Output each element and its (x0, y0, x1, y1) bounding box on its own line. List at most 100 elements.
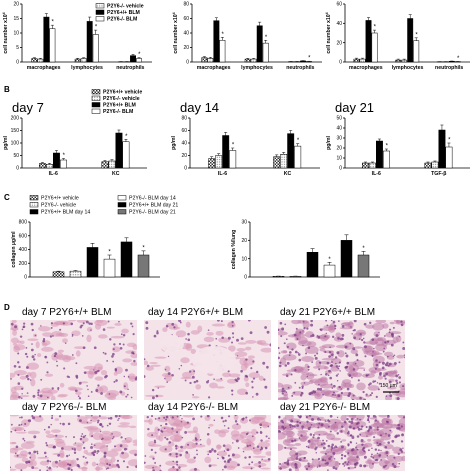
y-tick-label: 20 (13, 2, 19, 8)
bar (74, 58, 81, 63)
y-tick-label: 15 (13, 16, 19, 22)
histology-label-4: day 7 P2Y6-/- BLM (22, 402, 107, 413)
bar (37, 58, 44, 63)
y-axis-label: collagen µg/ml (11, 231, 17, 268)
bar (424, 162, 432, 169)
histology-texture (144, 320, 271, 400)
legend-swatch (29, 202, 39, 208)
y-tick-label: 60 (183, 16, 189, 22)
legend-entry: P2Y6+/+ BLM (107, 10, 140, 16)
legend-swatch (95, 16, 105, 22)
significance-star: * (386, 144, 389, 150)
legend-swatch (91, 108, 101, 114)
legend-swatch (117, 195, 127, 201)
bar (136, 58, 142, 63)
bar (362, 162, 369, 169)
y-tick-label: 40 (336, 21, 342, 27)
bar (219, 40, 226, 63)
legend-entry: P2Y6-/- BLM day 21 (129, 210, 176, 216)
bar (323, 264, 336, 278)
bar (448, 60, 455, 63)
category-label: neutrophils (286, 65, 314, 71)
y-axis-label: cell number x104 (325, 12, 332, 53)
y-tick-label: 30 (241, 220, 247, 226)
chart-B1: 0 50 100 150 200 pg/ml day 7 * IL-6 * KC (3, 100, 147, 177)
y-tick-label: 150 (11, 128, 20, 134)
histology-label-5: day 14 P2Y6-/- BLM (148, 402, 239, 413)
category-label: neutrophils (116, 65, 144, 71)
y-tick-label: 100 (11, 141, 20, 147)
y-axis-label: pg/ml (326, 136, 332, 150)
y-tick-label: 800 (19, 220, 28, 226)
y-tick-label: 0 (339, 60, 342, 66)
bar (287, 133, 295, 169)
bar (207, 58, 214, 63)
category-label: lymphocytes (241, 65, 273, 71)
significance-star: * (457, 56, 460, 62)
bar (280, 154, 288, 169)
category-label: macrophages (27, 65, 61, 71)
legend-entry: P2Y6-/- BLM (103, 109, 133, 115)
bar (229, 150, 237, 169)
bar (369, 162, 376, 169)
bar (101, 161, 109, 169)
bar (46, 164, 53, 169)
bar (31, 58, 38, 63)
bar (395, 59, 402, 63)
bar (52, 271, 65, 278)
category-label: neutrophils (435, 65, 463, 71)
y-axis-label: pg/ml (3, 136, 9, 150)
legend-entry: P2Y6+/+ vehicle (41, 196, 79, 202)
significance-star: * (142, 245, 145, 251)
category-label: KC (284, 171, 292, 177)
chart-A3: 0 20 40 60 cell number x104 * macrophages * lymp… (325, 2, 470, 71)
legend-entry: P2Y6-/- vehicle (103, 96, 140, 102)
y-axis-label: pg/ml (171, 136, 177, 150)
legend-entry: P2Y6-/- BLM (107, 17, 137, 23)
bar (357, 254, 370, 278)
bar (353, 58, 360, 63)
significance-star: * (63, 153, 66, 159)
significance-star: * (415, 32, 418, 38)
chart-C2: 0 10 20 30 collagen %/lung * * (231, 220, 380, 281)
legend-swatch (91, 95, 101, 101)
significance-star: * (232, 143, 235, 149)
category-label: lymphocytes (71, 65, 103, 71)
histology-image-day7-wt (10, 320, 137, 400)
histology-texture (278, 415, 405, 471)
y-tick-label: 20 (336, 146, 342, 152)
histology-image-day14-ko (144, 415, 271, 471)
legend-swatch (95, 3, 105, 9)
y-tick-label: 60 (336, 2, 342, 8)
bar (262, 42, 269, 63)
histology-label-6: day 21 P2Y6-/- BLM (280, 402, 371, 413)
legend-entry: P2Y6+/+ BLM day 21 (129, 203, 178, 209)
bar (69, 270, 82, 278)
histology-image-day7-ko (10, 415, 137, 471)
bar (108, 160, 116, 169)
y-tick-label: 5 (16, 45, 19, 51)
bar (273, 156, 281, 169)
y-tick-label: 0 (186, 60, 189, 66)
bar (120, 241, 133, 278)
significance-star: * (362, 246, 365, 252)
significance-star: * (138, 52, 141, 58)
bar (53, 152, 60, 169)
bar (359, 58, 366, 63)
bar (365, 20, 372, 63)
legend-entry: P2Y6+/+ BLM (103, 103, 136, 109)
y-tick-label: 0 (16, 166, 19, 172)
bar (294, 145, 302, 169)
bar (376, 140, 383, 169)
bar (39, 163, 46, 169)
panel-label-c: C (4, 193, 10, 202)
significance-star: * (51, 20, 54, 26)
significance-star: * (95, 25, 98, 31)
bar (445, 146, 453, 169)
chart-B3: 0 10 20 30 40 50 pg/ml day 21 * IL-6 * TGF-β (326, 100, 470, 177)
legend-swatch (91, 89, 101, 95)
